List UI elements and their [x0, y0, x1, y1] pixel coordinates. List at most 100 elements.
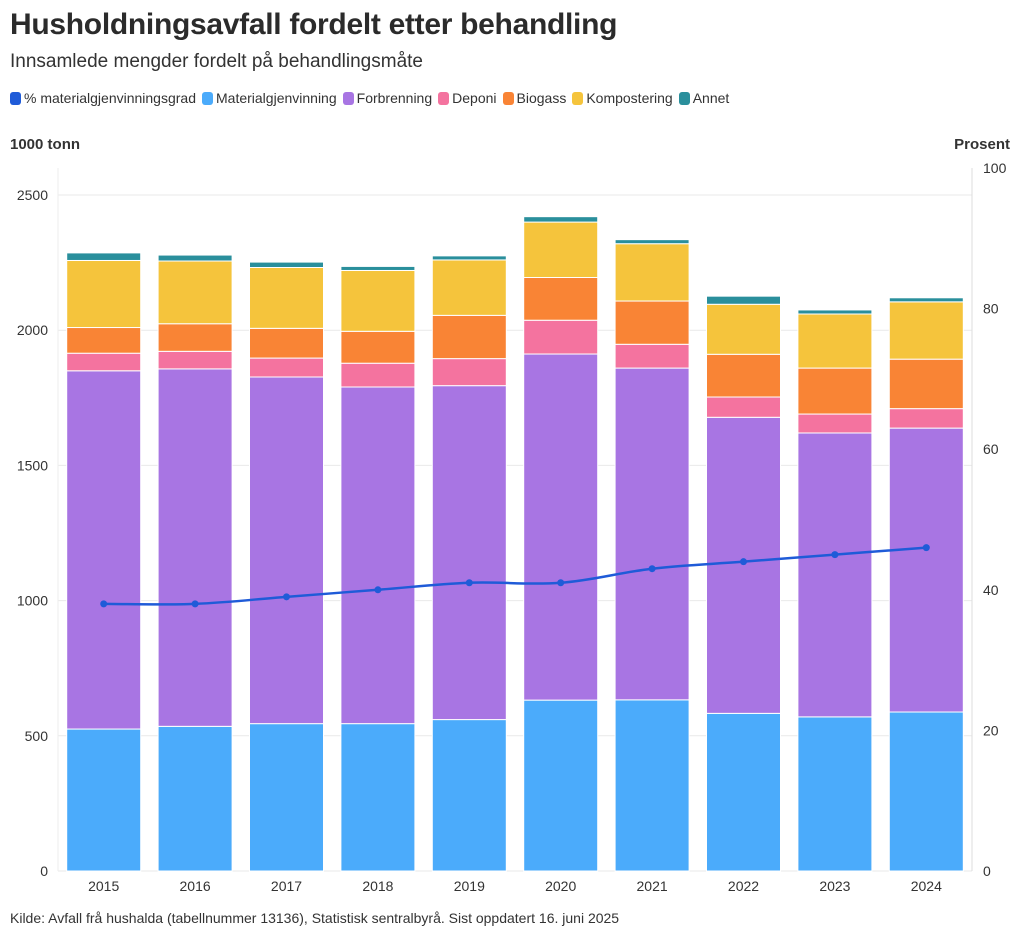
bar-segment-materialgjenvinning — [614, 699, 690, 872]
bar-segment-kompostering — [340, 269, 416, 332]
legend-swatch — [342, 91, 354, 105]
bar-segment-biogass — [523, 277, 599, 321]
bar-segment-biogass — [431, 314, 507, 360]
bar-segment-kompostering — [797, 313, 873, 369]
recycling-rate-point — [283, 593, 290, 601]
bar-segment-deponi — [340, 362, 416, 388]
bar-segment-annet — [249, 261, 324, 269]
bar-segment-biogass — [249, 327, 324, 359]
bar-segment-annet — [706, 295, 781, 305]
legend-label: Kompostering — [586, 90, 673, 106]
bar-segment-forbrenning — [523, 353, 599, 701]
bar-segment-kompostering — [66, 259, 142, 329]
y-tick-label: 2000 — [17, 322, 48, 338]
legend-item-deponi[interactable]: Deponi — [438, 90, 497, 106]
source-footer: Kilde: Avfall frå hushalda (tabellnummer… — [10, 910, 620, 926]
bar-segment-materialgjenvinning — [523, 699, 599, 872]
legend-swatch — [678, 91, 690, 105]
recycling-rate-point — [648, 565, 656, 573]
bar-segment-deponi — [614, 343, 690, 369]
bar-segment-annet — [66, 252, 142, 261]
bar-segment-deponi — [706, 396, 781, 418]
recycling-rate-point — [831, 551, 839, 559]
legend-label: Annet — [692, 90, 730, 106]
bar-segment-materialgjenvinning — [340, 723, 416, 872]
recycling-rate-point — [740, 558, 747, 566]
legend-label: Biogass — [516, 90, 567, 106]
bar-segment-forbrenning — [249, 376, 324, 725]
bar-segment-biogass — [340, 330, 416, 364]
x-tick-label: 2018 — [362, 878, 393, 894]
legend-item-biogass[interactable]: Biogass — [502, 90, 567, 106]
bar-segment-annet — [157, 254, 233, 262]
chart-subtitle: Innsamlede mengder fordelt på behandling… — [10, 51, 423, 72]
bar-segment-forbrenning — [706, 416, 781, 714]
bar-segment-materialgjenvinning — [249, 723, 324, 872]
recycling-rate-point — [374, 586, 382, 594]
bar-segment-forbrenning — [888, 427, 964, 713]
x-tick-label: 2019 — [454, 878, 485, 894]
x-tick-label: 2023 — [819, 878, 850, 894]
bar-segment-annet — [797, 309, 873, 315]
bar-segment-kompostering — [249, 267, 324, 329]
recycling-rate-point — [922, 544, 930, 552]
y2-tick-label: 60 — [983, 441, 999, 457]
bar-segment-deponi — [523, 319, 599, 355]
recycling-rate-point — [191, 600, 199, 608]
x-tick-label: 2016 — [180, 878, 211, 894]
legend-item-forbrenning[interactable]: Forbrenning — [342, 90, 433, 106]
y-tick-label: 2500 — [17, 187, 48, 203]
recycling-rate-point — [557, 579, 565, 587]
x-tick-label: 2017 — [271, 878, 302, 894]
legend-label: % materialgjenvinningsgrad — [24, 90, 196, 106]
bar-segment-biogass — [157, 323, 233, 352]
bar-segment-deponi — [797, 413, 873, 434]
legend-item-kompostering[interactable]: Kompostering — [572, 90, 673, 106]
bar-segment-deponi — [431, 358, 507, 387]
bar-segment-kompostering — [431, 259, 507, 316]
bar-segment-kompostering — [614, 243, 690, 302]
bar-segment-forbrenning — [614, 367, 690, 701]
bar-segment-materialgjenvinning — [706, 712, 781, 872]
bar-segment-forbrenning — [797, 432, 873, 718]
legend-swatch — [438, 91, 450, 105]
bar-segment-kompostering — [888, 301, 964, 360]
bar-segment-biogass — [797, 367, 873, 415]
bar-segment-forbrenning — [157, 368, 233, 727]
bar-segment-forbrenning — [340, 386, 416, 725]
recycling-rate-point — [465, 579, 473, 587]
y2-tick-label: 40 — [983, 582, 999, 598]
x-tick-label: 2015 — [88, 878, 119, 894]
x-tick-label: 2020 — [545, 878, 576, 894]
bar-segment-annet — [888, 297, 964, 303]
bar-segment-deponi — [888, 408, 964, 429]
legend-label: Materialgjenvinning — [216, 90, 337, 106]
legend-item-recycling-rate[interactable]: % materialgjenvinningsgrad — [10, 90, 196, 106]
legend-swatch — [502, 91, 514, 105]
bar-segment-kompostering — [706, 303, 781, 355]
recycling-rate-line — [103, 546, 927, 606]
bar-segment-kompostering — [157, 260, 233, 325]
legend-item-materialgjenvinning[interactable]: Materialgjenvinning — [202, 90, 337, 106]
bar-segment-deponi — [66, 352, 142, 372]
recycling-rate-point — [100, 600, 108, 608]
bar-segment-annet — [340, 265, 416, 271]
y2-tick-label: 0 — [983, 863, 991, 879]
legend-item-annet[interactable]: Annet — [678, 90, 730, 106]
legend-label: Forbrenning — [356, 90, 433, 106]
legend-swatch — [572, 91, 584, 105]
bar-segment-materialgjenvinning — [66, 728, 142, 872]
bar-segment-annet — [523, 216, 599, 223]
bar-segment-kompostering — [523, 221, 599, 279]
bar-segment-deponi — [157, 350, 233, 370]
legend: % materialgjenvinningsgrad Materialgjenv… — [10, 90, 735, 106]
bar-segment-materialgjenvinning — [431, 719, 507, 872]
y2-tick-label: 100 — [983, 160, 1007, 176]
legend-swatch — [10, 91, 21, 105]
y-axis-right-title: Prosent — [954, 136, 1010, 153]
y2-tick-label: 20 — [983, 722, 999, 738]
x-tick-label: 2022 — [728, 878, 759, 894]
bar-segment-biogass — [614, 300, 690, 345]
legend-swatch — [202, 91, 213, 105]
